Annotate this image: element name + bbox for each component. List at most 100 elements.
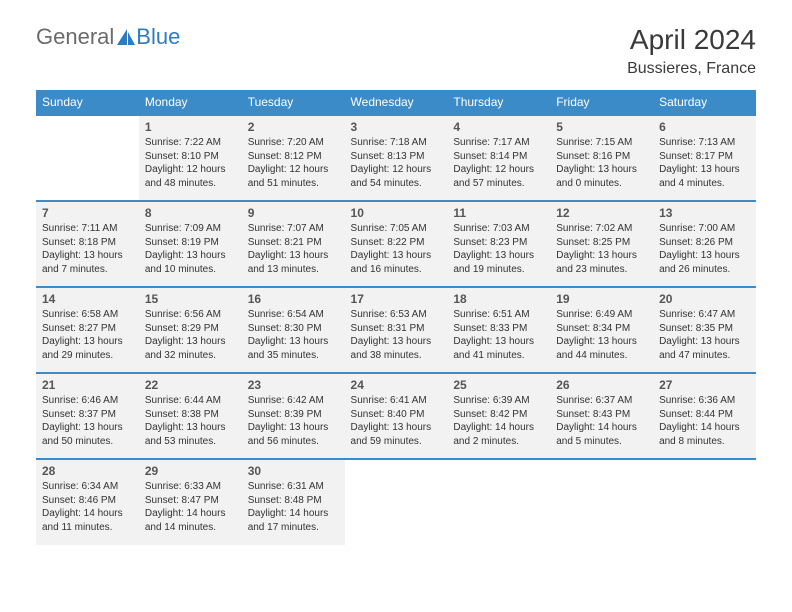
- weekday-header: Wednesday: [345, 90, 448, 115]
- day-cell: 28Sunrise: 6:34 AMSunset: 8:46 PMDayligh…: [36, 459, 139, 545]
- day-cell: [345, 459, 448, 545]
- day-cell-inner: 25Sunrise: 6:39 AMSunset: 8:42 PMDayligh…: [447, 374, 550, 458]
- day-number: 25: [453, 378, 544, 392]
- day-cell: 18Sunrise: 6:51 AMSunset: 8:33 PMDayligh…: [447, 287, 550, 373]
- daylight1-line: Daylight: 13 hours: [248, 335, 339, 349]
- sunrise-line: Sunrise: 6:37 AM: [556, 394, 647, 408]
- day-cell-inner: 22Sunrise: 6:44 AMSunset: 8:38 PMDayligh…: [139, 374, 242, 458]
- daylight1-line: Daylight: 14 hours: [659, 421, 750, 435]
- day-cell: 4Sunrise: 7:17 AMSunset: 8:14 PMDaylight…: [447, 115, 550, 201]
- day-number: 2: [248, 120, 339, 134]
- sunset-line: Sunset: 8:46 PM: [42, 494, 133, 508]
- day-cell: 22Sunrise: 6:44 AMSunset: 8:38 PMDayligh…: [139, 373, 242, 459]
- day-cell-inner: 16Sunrise: 6:54 AMSunset: 8:30 PMDayligh…: [242, 288, 345, 372]
- daylight1-line: Daylight: 13 hours: [42, 421, 133, 435]
- day-number: 3: [351, 120, 442, 134]
- day-cell: [447, 459, 550, 545]
- day-cell-inner: 23Sunrise: 6:42 AMSunset: 8:39 PMDayligh…: [242, 374, 345, 458]
- day-cell-inner: 9Sunrise: 7:07 AMSunset: 8:21 PMDaylight…: [242, 202, 345, 286]
- sunrise-line: Sunrise: 6:41 AM: [351, 394, 442, 408]
- week-row: 21Sunrise: 6:46 AMSunset: 8:37 PMDayligh…: [36, 373, 756, 459]
- sunrise-line: Sunrise: 6:46 AM: [42, 394, 133, 408]
- sunset-line: Sunset: 8:26 PM: [659, 236, 750, 250]
- day-cell-inner: 7Sunrise: 7:11 AMSunset: 8:18 PMDaylight…: [36, 202, 139, 286]
- sunset-line: Sunset: 8:29 PM: [145, 322, 236, 336]
- sunset-line: Sunset: 8:30 PM: [248, 322, 339, 336]
- calendar-body: 1Sunrise: 7:22 AMSunset: 8:10 PMDaylight…: [36, 115, 756, 545]
- day-cell: 29Sunrise: 6:33 AMSunset: 8:47 PMDayligh…: [139, 459, 242, 545]
- day-cell-inner: 6Sunrise: 7:13 AMSunset: 8:17 PMDaylight…: [653, 116, 756, 200]
- day-cell: 14Sunrise: 6:58 AMSunset: 8:27 PMDayligh…: [36, 287, 139, 373]
- day-cell: [550, 459, 653, 545]
- day-number: 17: [351, 292, 442, 306]
- day-cell-inner: 19Sunrise: 6:49 AMSunset: 8:34 PMDayligh…: [550, 288, 653, 372]
- day-cell-inner: 11Sunrise: 7:03 AMSunset: 8:23 PMDayligh…: [447, 202, 550, 286]
- daylight2-line: and 50 minutes.: [42, 435, 133, 449]
- sunrise-line: Sunrise: 6:47 AM: [659, 308, 750, 322]
- day-cell: 6Sunrise: 7:13 AMSunset: 8:17 PMDaylight…: [653, 115, 756, 201]
- day-number: 29: [145, 464, 236, 478]
- day-number: 27: [659, 378, 750, 392]
- sunrise-line: Sunrise: 6:49 AM: [556, 308, 647, 322]
- weekday-header: Saturday: [653, 90, 756, 115]
- daylight2-line: and 47 minutes.: [659, 349, 750, 363]
- sunrise-line: Sunrise: 7:15 AM: [556, 136, 647, 150]
- day-number: 26: [556, 378, 647, 392]
- day-cell: 7Sunrise: 7:11 AMSunset: 8:18 PMDaylight…: [36, 201, 139, 287]
- sunrise-line: Sunrise: 6:44 AM: [145, 394, 236, 408]
- sunrise-line: Sunrise: 6:31 AM: [248, 480, 339, 494]
- sunset-line: Sunset: 8:44 PM: [659, 408, 750, 422]
- day-cell: 10Sunrise: 7:05 AMSunset: 8:22 PMDayligh…: [345, 201, 448, 287]
- daylight2-line: and 23 minutes.: [556, 263, 647, 277]
- day-number: 14: [42, 292, 133, 306]
- sunrise-line: Sunrise: 7:22 AM: [145, 136, 236, 150]
- day-cell-inner: 1Sunrise: 7:22 AMSunset: 8:10 PMDaylight…: [139, 116, 242, 200]
- daylight2-line: and 11 minutes.: [42, 521, 133, 535]
- sunset-line: Sunset: 8:38 PM: [145, 408, 236, 422]
- sunset-line: Sunset: 8:17 PM: [659, 150, 750, 164]
- daylight2-line: and 29 minutes.: [42, 349, 133, 363]
- daylight1-line: Daylight: 13 hours: [351, 335, 442, 349]
- day-cell-inner: 13Sunrise: 7:00 AMSunset: 8:26 PMDayligh…: [653, 202, 756, 286]
- sunset-line: Sunset: 8:35 PM: [659, 322, 750, 336]
- sunset-line: Sunset: 8:19 PM: [145, 236, 236, 250]
- month-title: April 2024: [627, 24, 756, 56]
- day-cell: 30Sunrise: 6:31 AMSunset: 8:48 PMDayligh…: [242, 459, 345, 545]
- sunrise-line: Sunrise: 6:51 AM: [453, 308, 544, 322]
- week-row: 28Sunrise: 6:34 AMSunset: 8:46 PMDayligh…: [36, 459, 756, 545]
- daylight2-line: and 5 minutes.: [556, 435, 647, 449]
- day-cell: [653, 459, 756, 545]
- daylight1-line: Daylight: 14 hours: [248, 507, 339, 521]
- day-cell: 8Sunrise: 7:09 AMSunset: 8:19 PMDaylight…: [139, 201, 242, 287]
- day-cell-inner: 28Sunrise: 6:34 AMSunset: 8:46 PMDayligh…: [36, 460, 139, 545]
- sunset-line: Sunset: 8:31 PM: [351, 322, 442, 336]
- day-cell-inner: [345, 460, 448, 545]
- daylight2-line: and 59 minutes.: [351, 435, 442, 449]
- sunset-line: Sunset: 8:40 PM: [351, 408, 442, 422]
- daylight2-line: and 35 minutes.: [248, 349, 339, 363]
- brand-part1: General: [36, 24, 114, 50]
- daylight2-line: and 17 minutes.: [248, 521, 339, 535]
- day-cell: 9Sunrise: 7:07 AMSunset: 8:21 PMDaylight…: [242, 201, 345, 287]
- sunset-line: Sunset: 8:18 PM: [42, 236, 133, 250]
- day-cell-inner: [653, 460, 756, 545]
- daylight2-line: and 4 minutes.: [659, 177, 750, 191]
- calendar-table: Sunday Monday Tuesday Wednesday Thursday…: [36, 90, 756, 545]
- day-cell-inner: 27Sunrise: 6:36 AMSunset: 8:44 PMDayligh…: [653, 374, 756, 458]
- daylight1-line: Daylight: 14 hours: [453, 421, 544, 435]
- daylight2-line: and 8 minutes.: [659, 435, 750, 449]
- day-number: 30: [248, 464, 339, 478]
- day-number: 28: [42, 464, 133, 478]
- day-cell-inner: [447, 460, 550, 545]
- sunset-line: Sunset: 8:16 PM: [556, 150, 647, 164]
- sunrise-line: Sunrise: 7:18 AM: [351, 136, 442, 150]
- sunrise-line: Sunrise: 7:20 AM: [248, 136, 339, 150]
- brand-part2: Blue: [136, 24, 180, 50]
- sunset-line: Sunset: 8:13 PM: [351, 150, 442, 164]
- daylight2-line: and 0 minutes.: [556, 177, 647, 191]
- weekday-header: Thursday: [447, 90, 550, 115]
- sunset-line: Sunset: 8:33 PM: [453, 322, 544, 336]
- sunrise-line: Sunrise: 6:39 AM: [453, 394, 544, 408]
- daylight2-line: and 2 minutes.: [453, 435, 544, 449]
- weekday-header: Tuesday: [242, 90, 345, 115]
